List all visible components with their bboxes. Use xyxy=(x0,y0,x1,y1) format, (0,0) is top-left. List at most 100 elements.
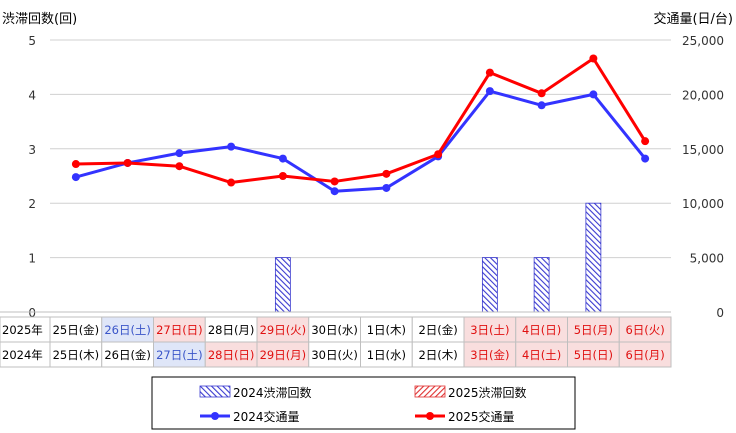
left-tick-label: 5 xyxy=(28,34,36,48)
data-point xyxy=(589,90,598,99)
bar xyxy=(533,257,550,313)
category-label: 1日(木) xyxy=(367,323,406,337)
category-label: 26日(土) xyxy=(104,323,151,337)
left-tick-label: 4 xyxy=(28,88,36,102)
left-tick-label: 1 xyxy=(28,252,36,266)
legend-swatch xyxy=(414,385,446,398)
table-cell xyxy=(618,341,672,368)
right-axis-ticks: 0 5,000 10,000 15,000 20,000 25,000 xyxy=(682,34,724,320)
category-label: 2日(木) xyxy=(418,348,457,362)
data-point xyxy=(589,54,598,63)
category-label: 6日(火) xyxy=(625,323,664,337)
left-tick-label: 0 xyxy=(28,306,36,320)
category-label: 25日(木) xyxy=(53,348,100,362)
table-cell xyxy=(567,316,620,343)
data-point xyxy=(227,178,236,187)
category-label: 6日(月) xyxy=(625,348,664,362)
table-cell xyxy=(360,341,413,368)
data-point xyxy=(278,154,287,163)
right-tick-label: 0 xyxy=(716,306,724,320)
table-cell xyxy=(49,341,103,368)
right-tick-label: 15,000 xyxy=(682,143,724,157)
bar xyxy=(585,202,602,313)
table-cell xyxy=(204,316,258,343)
category-label: 2日(金) xyxy=(418,323,457,337)
category-label: 29日(月) xyxy=(260,348,307,362)
right-tick-label: 10,000 xyxy=(682,197,724,211)
data-point xyxy=(537,89,546,98)
row-label: 2024年 xyxy=(2,348,43,362)
legend-label: 2024渋滞回数 xyxy=(233,385,312,400)
legend: 2024渋滞回数 2025渋滞回数 2024交通量 2025交通量 xyxy=(151,376,576,430)
table-cell xyxy=(308,341,361,368)
right-tick-label: 5,000 xyxy=(690,252,724,266)
category-label: 30日(火) xyxy=(311,348,358,362)
category-label: 28日(月) xyxy=(208,323,255,337)
line-series xyxy=(71,54,650,196)
row-label-cell xyxy=(0,316,51,343)
data-point xyxy=(71,160,80,169)
data-point xyxy=(175,162,184,171)
data-point xyxy=(434,150,443,159)
data-point xyxy=(641,154,650,163)
category-label: 28日(日) xyxy=(208,348,255,362)
right-tick-label: 25,000 xyxy=(682,34,724,48)
category-label: 27日(日) xyxy=(156,323,203,337)
category-label: 3日(金) xyxy=(470,348,509,362)
category-label: 3日(土) xyxy=(470,323,509,337)
table-cell xyxy=(463,341,517,368)
left-axis-ticks: 0 1 2 3 4 5 xyxy=(28,34,36,320)
table-cell xyxy=(618,316,672,343)
bar xyxy=(481,257,498,313)
series-line xyxy=(75,56,647,185)
data-point xyxy=(71,173,80,182)
right-tick-label: 20,000 xyxy=(682,88,724,102)
left-tick-label: 2 xyxy=(28,197,36,211)
category-label: 29日(火) xyxy=(260,323,307,337)
legend-marker xyxy=(211,412,219,420)
data-point xyxy=(227,142,236,151)
data-point xyxy=(278,172,287,180)
data-point xyxy=(175,149,184,158)
category-label: 5日(日) xyxy=(574,348,613,362)
table-cell xyxy=(308,316,361,343)
table-cell xyxy=(411,316,465,343)
row-label: 2025年 xyxy=(2,323,43,337)
table-cell xyxy=(515,316,568,343)
table-cell xyxy=(256,341,310,368)
data-point xyxy=(382,183,391,192)
data-point xyxy=(485,68,494,77)
bar xyxy=(274,257,291,313)
category-label: 25日(金) xyxy=(53,323,100,337)
legend-label: 2025渋滞回数 xyxy=(448,385,527,400)
category-label: 5日(月) xyxy=(574,323,613,337)
right-axis-title: 交通量(日/台) xyxy=(653,11,733,27)
left-tick-label: 3 xyxy=(28,143,36,157)
data-point xyxy=(537,101,546,110)
left-axis-title: 渋滞回数(回) xyxy=(2,12,77,27)
category-label: 1日(水) xyxy=(367,348,406,362)
category-label: 26日(金) xyxy=(104,348,151,362)
category-label: 30日(水) xyxy=(311,323,358,337)
row-label-cell xyxy=(0,341,51,368)
category-label: 4日(日) xyxy=(522,323,561,337)
table-cell xyxy=(204,341,258,368)
legend-swatch xyxy=(199,385,231,398)
data-point xyxy=(330,177,339,186)
category-table: 2025年 25日(金) 26日(土) 27日(日) 28日(月) 29日(火) 30日(水… xyxy=(0,311,672,368)
data-point xyxy=(123,158,132,167)
data-point xyxy=(382,169,391,178)
data-point xyxy=(330,187,339,196)
data-point xyxy=(641,137,650,146)
data-point xyxy=(485,87,494,96)
legend-marker xyxy=(426,412,434,420)
legend-label: 2024交通量 xyxy=(233,409,300,424)
table-cell xyxy=(101,316,154,343)
legend-label: 2025交通量 xyxy=(448,409,515,424)
table-cell xyxy=(411,341,465,368)
category-label: 4日(土) xyxy=(522,348,561,362)
gridlines xyxy=(50,39,671,259)
table-cell xyxy=(515,341,568,368)
series-line xyxy=(75,89,647,193)
